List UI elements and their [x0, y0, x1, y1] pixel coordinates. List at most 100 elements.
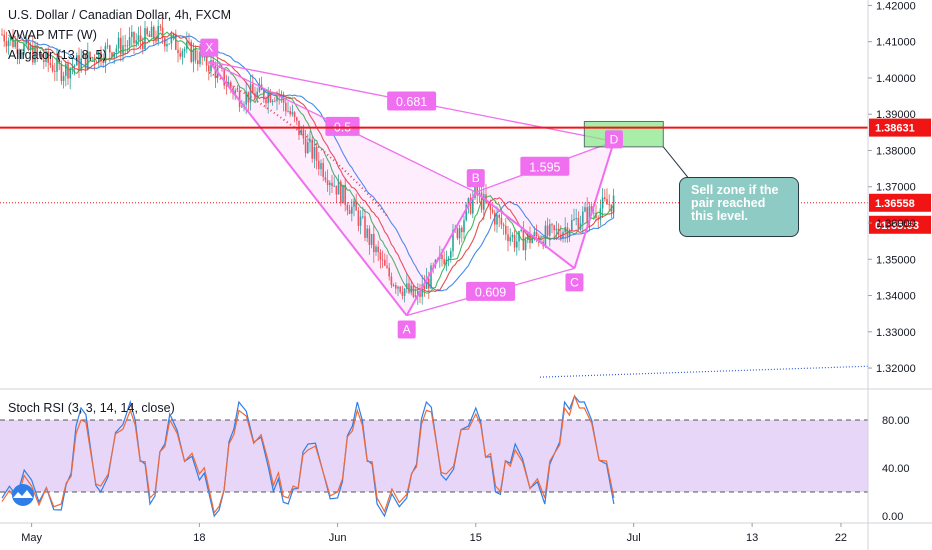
candle-body: [135, 40, 137, 44]
candle-body: [69, 68, 71, 79]
candle-body: [516, 241, 518, 248]
ratio-xd[interactable]: 0.681: [387, 91, 437, 111]
candle-body: [7, 40, 10, 47]
countdown-tag: 01:35:53: [869, 215, 931, 234]
candle-body: [403, 288, 406, 296]
candle-body: [271, 100, 274, 103]
candle-body: [379, 252, 382, 260]
candle-body: [296, 117, 298, 121]
ratio-ac[interactable]: 0.609: [466, 281, 516, 301]
candle-body: [450, 251, 452, 259]
harmonic-leg: [208, 61, 408, 317]
time-tick-label: May: [21, 532, 42, 544]
candle-body: [5, 41, 8, 47]
time-tick-label: 15: [470, 532, 482, 544]
candle-body: [590, 206, 593, 214]
candle-body: [469, 198, 472, 214]
candle-body: [43, 59, 45, 62]
candle-body: [392, 285, 395, 286]
candle-body: [73, 65, 76, 67]
candle-body: [245, 91, 247, 105]
candle-body: [274, 100, 276, 102]
candle-body: [27, 38, 30, 50]
candle-body: [551, 224, 553, 226]
candle-body: [21, 53, 23, 55]
stoch-legend[interactable]: Stoch RSI (3, 3, 14, 14, close): [8, 401, 175, 415]
vwap-projection-line: [539, 365, 869, 378]
candle-body: [315, 147, 318, 161]
pattern-point-label: X: [205, 41, 213, 55]
candle-body: [588, 206, 591, 224]
candle-body: [144, 28, 146, 50]
candle-body: [381, 259, 384, 261]
candle-body: [502, 224, 505, 226]
candle-body: [311, 139, 313, 159]
candle-body: [56, 57, 58, 72]
alligator-jaw-line: [19, 34, 615, 292]
pattern-point-a[interactable]: A: [397, 320, 416, 339]
candle-body: [289, 111, 291, 115]
vwap-legend[interactable]: VWAP MTF (W): [8, 28, 97, 42]
candle-body: [139, 35, 142, 42]
candle-body: [384, 259, 386, 266]
alligator-legend[interactable]: Alligator (13, 8, 5): [8, 48, 107, 62]
candle-body: [183, 49, 186, 52]
sell-zone-note[interactable]: Sell zone if the pair reached this level…: [679, 177, 799, 237]
tradingview-logo-icon[interactable]: [8, 484, 38, 506]
candle-body: [197, 60, 199, 65]
time-tick-label: 18: [193, 532, 205, 544]
time-tick-label: Jul: [627, 532, 641, 544]
stoch-rsi-lines: [1, 394, 615, 518]
pattern-point-c[interactable]: C: [565, 273, 584, 292]
ratio-box: [466, 281, 516, 301]
candle-body: [181, 51, 184, 57]
candle-body: [346, 204, 349, 211]
candle-body: [524, 239, 527, 251]
candle-body: [375, 246, 377, 253]
ratio-xb[interactable]: 0.5: [325, 116, 360, 136]
pattern-point-b[interactable]: B: [466, 169, 485, 188]
candle-body: [377, 246, 379, 253]
candle-body: [3, 34, 5, 42]
pattern-point-d[interactable]: D: [604, 130, 623, 149]
candle-body: [485, 194, 487, 203]
candle-body: [320, 163, 322, 170]
harmonic-pattern[interactable]: X A B C D 0.5 0.681 1.595 0.609: [200, 38, 691, 339]
candle-body: [133, 32, 135, 44]
candle-body: [562, 232, 564, 239]
candle-body: [179, 53, 181, 57]
candle-body: [309, 139, 311, 143]
stoch-band: [0, 419, 868, 493]
candle-body: [236, 90, 239, 92]
candle-body: [364, 216, 366, 238]
candle-body: [166, 44, 168, 47]
candle-body: [362, 216, 364, 218]
candle-body: [148, 34, 151, 37]
candle-body: [318, 160, 320, 170]
harmonic-leg: [475, 191, 576, 270]
candle-body: [269, 92, 272, 103]
candle-body: [38, 53, 41, 55]
candle-body: [117, 37, 120, 49]
stoch-tick-label: 80.00: [882, 415, 910, 427]
candle-body: [91, 57, 93, 59]
candle-body: [34, 46, 36, 63]
candle-body: [98, 51, 100, 64]
candle-body: [401, 292, 404, 296]
harmonic-leg: [573, 141, 615, 269]
xab-triangle: [209, 61, 476, 316]
candle-body: [333, 185, 335, 187]
candle-body: [458, 227, 461, 239]
candle-body: [49, 62, 52, 66]
candle-body: [124, 45, 126, 47]
time-tick-label: 13: [746, 532, 758, 544]
candle-body: [214, 65, 217, 79]
candle-body: [601, 197, 604, 209]
candle-body: [227, 82, 230, 86]
ratio-box: [520, 156, 570, 176]
candle-body: [60, 64, 63, 81]
candle-body: [399, 286, 401, 293]
pattern-point-x[interactable]: X: [200, 38, 219, 57]
ratio-bd[interactable]: 1.595: [520, 156, 570, 176]
